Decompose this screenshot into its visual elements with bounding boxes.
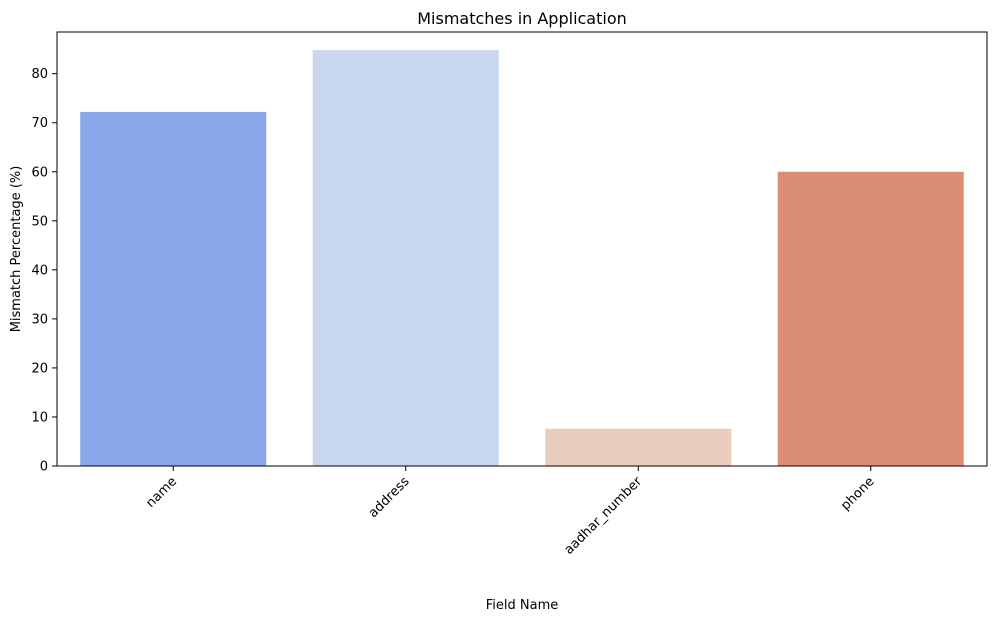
y-tick-label: 10 <box>31 410 48 425</box>
bar-phone <box>777 171 964 467</box>
y-tick-label: 60 <box>31 165 48 180</box>
y-tick-label: 80 <box>31 67 48 82</box>
y-tick-label: 30 <box>31 312 48 327</box>
y-tick-label: 20 <box>31 361 48 376</box>
y-tick-label: 70 <box>31 116 48 131</box>
plot-frame <box>56 31 988 467</box>
x-axis-label: Field Name <box>486 598 559 613</box>
y-axis-label: Mismatch Percentage (%) <box>9 166 24 333</box>
chart-title: Mismatches in Application <box>417 9 627 28</box>
bar-name <box>80 111 267 467</box>
y-tick-label: 0 <box>40 460 48 475</box>
y-tick-label: 50 <box>31 214 48 229</box>
bar-aadhar-number <box>545 428 732 466</box>
bar-address <box>312 50 499 467</box>
y-axis-ticks: 0 10 20 30 40 50 60 70 80 <box>31 67 57 475</box>
y-tick-label: 40 <box>31 263 48 278</box>
bars-group <box>80 50 964 467</box>
